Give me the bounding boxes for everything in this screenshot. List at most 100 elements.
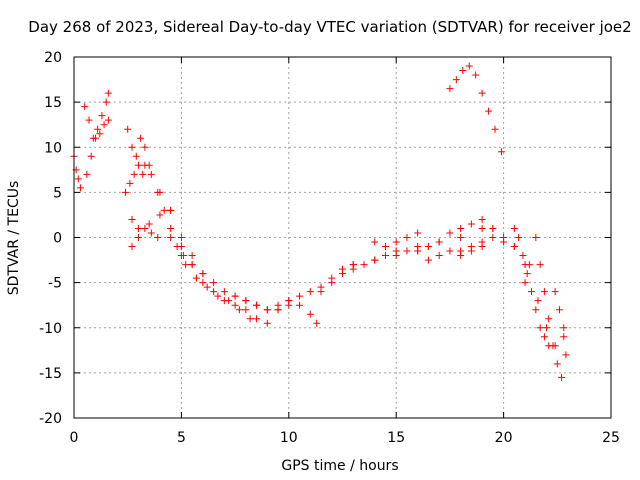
- data-point: [525, 261, 533, 269]
- series-arc-q: [371, 229, 422, 251]
- y-tick-label: -20: [39, 411, 62, 427]
- data-point: [128, 143, 136, 151]
- data-point: [349, 261, 357, 269]
- data-point: [467, 247, 475, 255]
- series-arc-t: [457, 224, 529, 287]
- axis-ticks: [73, 56, 612, 419]
- x-tick-labels: 0 5 10 15 20 25: [70, 430, 620, 446]
- data-point: [225, 297, 233, 305]
- data-point: [285, 297, 293, 305]
- data-point: [104, 116, 112, 124]
- data-point: [154, 234, 162, 241]
- data-points: [70, 62, 570, 381]
- data-point: [452, 76, 460, 84]
- series-arc-r: [414, 215, 497, 255]
- data-point: [128, 215, 136, 223]
- series-arc-f: [128, 224, 162, 251]
- data-point: [497, 148, 505, 156]
- data-point: [134, 224, 142, 232]
- data-point: [459, 67, 467, 75]
- data-point: [100, 121, 108, 129]
- data-point: [536, 261, 544, 269]
- data-point: [306, 310, 314, 318]
- series-arc-u: [446, 62, 505, 156]
- data-point: [94, 125, 102, 133]
- data-point: [446, 229, 454, 237]
- data-point: [96, 130, 104, 138]
- series-arc-x: [525, 261, 568, 350]
- data-point: [467, 220, 475, 228]
- data-point: [141, 224, 149, 232]
- data-point: [253, 301, 261, 309]
- data-point: [188, 261, 196, 269]
- data-point: [91, 134, 99, 142]
- series-arc-o: [317, 243, 422, 296]
- data-point: [210, 288, 218, 296]
- data-point: [188, 252, 196, 260]
- data-point: [510, 224, 518, 232]
- data-point: [414, 229, 422, 237]
- x-axis-label: GPS time / hours: [281, 458, 398, 474]
- data-point: [536, 324, 544, 332]
- data-point: [424, 256, 432, 264]
- data-point: [435, 238, 443, 246]
- data-point: [147, 229, 155, 237]
- data-point: [253, 315, 261, 323]
- data-point: [360, 261, 368, 269]
- data-point: [242, 306, 250, 314]
- y-tick-label: -10: [39, 321, 62, 337]
- x-tick-label: 5: [177, 430, 186, 446]
- data-point: [521, 279, 529, 287]
- data-point: [160, 206, 168, 214]
- data-point: [381, 252, 389, 260]
- y-tick-label: 5: [53, 185, 62, 201]
- data-point: [414, 247, 422, 255]
- series-arc-e: [124, 125, 153, 169]
- data-point: [214, 292, 222, 300]
- data-point: [167, 224, 175, 232]
- data-point: [403, 247, 411, 255]
- data-point: [478, 89, 486, 97]
- data-point: [523, 270, 531, 278]
- data-point: [102, 98, 110, 106]
- data-point: [263, 319, 271, 327]
- data-point: [392, 238, 400, 246]
- series-arc-c: [83, 116, 112, 178]
- data-point: [128, 243, 136, 251]
- data-point: [510, 243, 518, 251]
- data-point: [489, 224, 497, 232]
- data-point: [306, 288, 314, 296]
- series-arc-j: [167, 234, 271, 327]
- series-arc-l: [182, 261, 254, 323]
- x-tick-label: 20: [495, 430, 513, 446]
- data-point: [528, 288, 536, 296]
- data-point: [485, 107, 493, 115]
- series-arc-d: [122, 161, 147, 196]
- data-point: [124, 125, 132, 133]
- data-point: [553, 360, 561, 368]
- data-point: [560, 333, 568, 341]
- y-axis-label: SDTVAR / TECUs: [6, 181, 22, 296]
- data-point: [371, 256, 379, 264]
- series-arc-w: [532, 234, 570, 381]
- data-point: [87, 152, 95, 160]
- data-point: [145, 220, 153, 228]
- data-point: [81, 103, 89, 111]
- data-point: [558, 373, 566, 381]
- data-point: [555, 306, 563, 314]
- data-point: [156, 211, 164, 219]
- data-point: [543, 324, 551, 332]
- data-point: [199, 270, 207, 278]
- data-point: [156, 188, 164, 196]
- data-point: [177, 234, 185, 241]
- data-point: [296, 301, 304, 309]
- data-point: [246, 315, 254, 323]
- data-point: [478, 215, 486, 223]
- data-point: [560, 324, 568, 332]
- data-point: [457, 252, 465, 260]
- data-point: [532, 306, 540, 314]
- series-arc-v: [510, 224, 553, 350]
- x-tick-label: 25: [602, 430, 620, 446]
- data-point: [540, 288, 548, 296]
- x-tick-label: 0: [70, 430, 79, 446]
